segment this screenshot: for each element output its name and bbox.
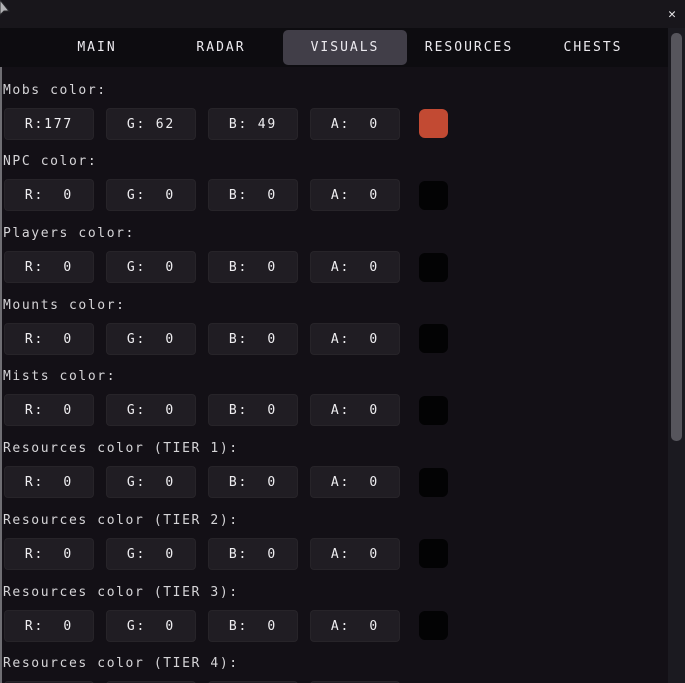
r-input[interactable]: R: 0 [4,179,94,212]
tab-chests[interactable]: CHESTS [531,30,655,65]
rgba-row: R: 0 G: 0 B: 0 A: 0 [0,251,668,284]
color-section: Resources color (TIER 2): R: 0 G: 0 B: 0… [0,512,668,570]
color-section: Mists color: R: 0 G: 0 B: 0 A: 0 [0,368,668,427]
color-section: Resources color (TIER 4): [0,655,668,683]
a-input[interactable] [310,681,400,683]
close-button[interactable]: ✕ [668,7,676,22]
b-input[interactable]: B: 0 [208,466,298,499]
a-input[interactable]: A: 0 [310,466,400,499]
color-swatch[interactable] [419,467,448,497]
color-section-label: Resources color (TIER 2): [3,512,239,528]
rgba-row: R: 0 G: 0 B: 0 A: 0 [0,609,668,642]
color-section-label: Mobs color: [3,82,107,98]
tab-radar[interactable]: RADAR [159,30,283,65]
scrollbar-thumb[interactable] [671,33,682,441]
color-section: Mounts color: R: 0 G: 0 B: 0 A: 0 [0,297,668,355]
tab-resources[interactable]: RESOURCES [407,30,531,65]
g-input[interactable] [106,681,196,683]
a-input[interactable]: A: 0 [310,394,400,427]
window-edge-highlight-icon [0,67,2,683]
tab-label: VISUALS [310,40,380,55]
b-input[interactable] [208,681,298,683]
tab-bar: MAIN RADAR VISUALS RESOURCES CHESTS [0,28,685,67]
g-input[interactable]: G: 0 [106,322,196,355]
color-swatch[interactable] [419,324,448,354]
r-input[interactable]: R: 0 [4,322,94,355]
b-input[interactable]: B: 0 [208,251,298,284]
color-section: NPC color: R: 0 G: 0 B: 0 A: 0 [0,153,668,212]
a-input[interactable]: A: 0 [310,322,400,355]
color-swatch[interactable] [419,395,448,425]
color-swatch[interactable] [419,611,448,640]
rgba-row: R: 0 G: 0 B: 0 A: 0 [0,466,668,499]
rgba-row: R: 0 G: 0 B: 0 A: 0 [0,394,668,427]
a-input[interactable]: A: 0 [310,251,400,284]
b-input[interactable]: B: 0 [208,179,298,212]
g-input[interactable]: G: 0 [106,394,196,427]
r-input[interactable]: R: 0 [4,251,94,284]
tab-visuals[interactable]: VISUALS [283,30,407,65]
b-input[interactable]: B: 0 [208,537,298,570]
rgba-row: R: 0 G: 0 B: 0 A: 0 [0,537,668,570]
color-section: Mobs color: R:177 G: 62 B: 49 A: 0 [0,82,668,140]
scrollbar-track[interactable] [668,28,685,683]
a-input[interactable]: A: 0 [310,179,400,212]
color-swatch[interactable] [419,109,448,139]
r-input[interactable]: R:177 [4,107,94,140]
color-section-label: Mists color: [3,369,117,385]
b-input[interactable]: B: 0 [208,609,298,642]
color-section-label: Mounts color: [3,297,126,313]
tab-label: CHESTS [563,40,623,55]
color-section-label: Players color: [3,226,135,242]
tab-label: RESOURCES [424,40,514,55]
rgba-row: R:177 G: 62 B: 49 A: 0 [0,107,668,140]
color-section-label: Resources color (TIER 3): [3,584,239,600]
b-input[interactable]: B: 0 [208,322,298,355]
cursor-artifact-icon [0,0,10,16]
a-input[interactable]: A: 0 [310,537,400,570]
tab-label: MAIN [77,40,117,55]
b-input[interactable]: B: 49 [208,107,298,140]
color-section: Resources color (TIER 3): R: 0 G: 0 B: 0… [0,584,668,642]
tab-label: RADAR [196,40,246,55]
a-input[interactable]: A: 0 [310,609,400,642]
g-input[interactable]: G: 0 [106,537,196,570]
r-input[interactable] [4,681,94,683]
color-section-label: Resources color (TIER 4): [3,656,239,672]
r-input[interactable]: R: 0 [4,394,94,427]
titlebar: ✕ [0,0,685,28]
color-swatch[interactable] [419,252,448,282]
color-swatch[interactable] [419,539,448,569]
color-section: Resources color (TIER 1): R: 0 G: 0 B: 0… [0,440,668,499]
rgba-row: R: 0 G: 0 B: 0 A: 0 [0,179,668,212]
color-section-label: Resources color (TIER 1): [3,441,239,457]
r-input[interactable]: R: 0 [4,609,94,642]
g-input[interactable]: G: 62 [106,107,196,140]
color-swatch[interactable] [419,180,448,210]
g-input[interactable]: G: 0 [106,609,196,642]
rgba-row: R: 0 G: 0 B: 0 A: 0 [0,322,668,355]
g-input[interactable]: G: 0 [106,251,196,284]
a-input[interactable]: A: 0 [310,107,400,140]
r-input[interactable]: R: 0 [4,537,94,570]
g-input[interactable]: G: 0 [106,179,196,212]
tab-main[interactable]: MAIN [35,30,159,65]
settings-panel: Mobs color: R:177 G: 62 B: 49 A: 0 NPC c… [0,67,668,683]
g-input[interactable]: G: 0 [106,466,196,499]
b-input[interactable]: B: 0 [208,394,298,427]
r-input[interactable]: R: 0 [4,466,94,499]
color-section-label: NPC color: [3,154,98,170]
color-section: Players color: R: 0 G: 0 B: 0 A: 0 [0,225,668,284]
